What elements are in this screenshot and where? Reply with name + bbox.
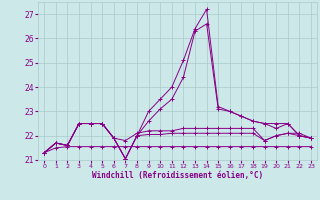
X-axis label: Windchill (Refroidissement éolien,°C): Windchill (Refroidissement éolien,°C) — [92, 171, 263, 180]
